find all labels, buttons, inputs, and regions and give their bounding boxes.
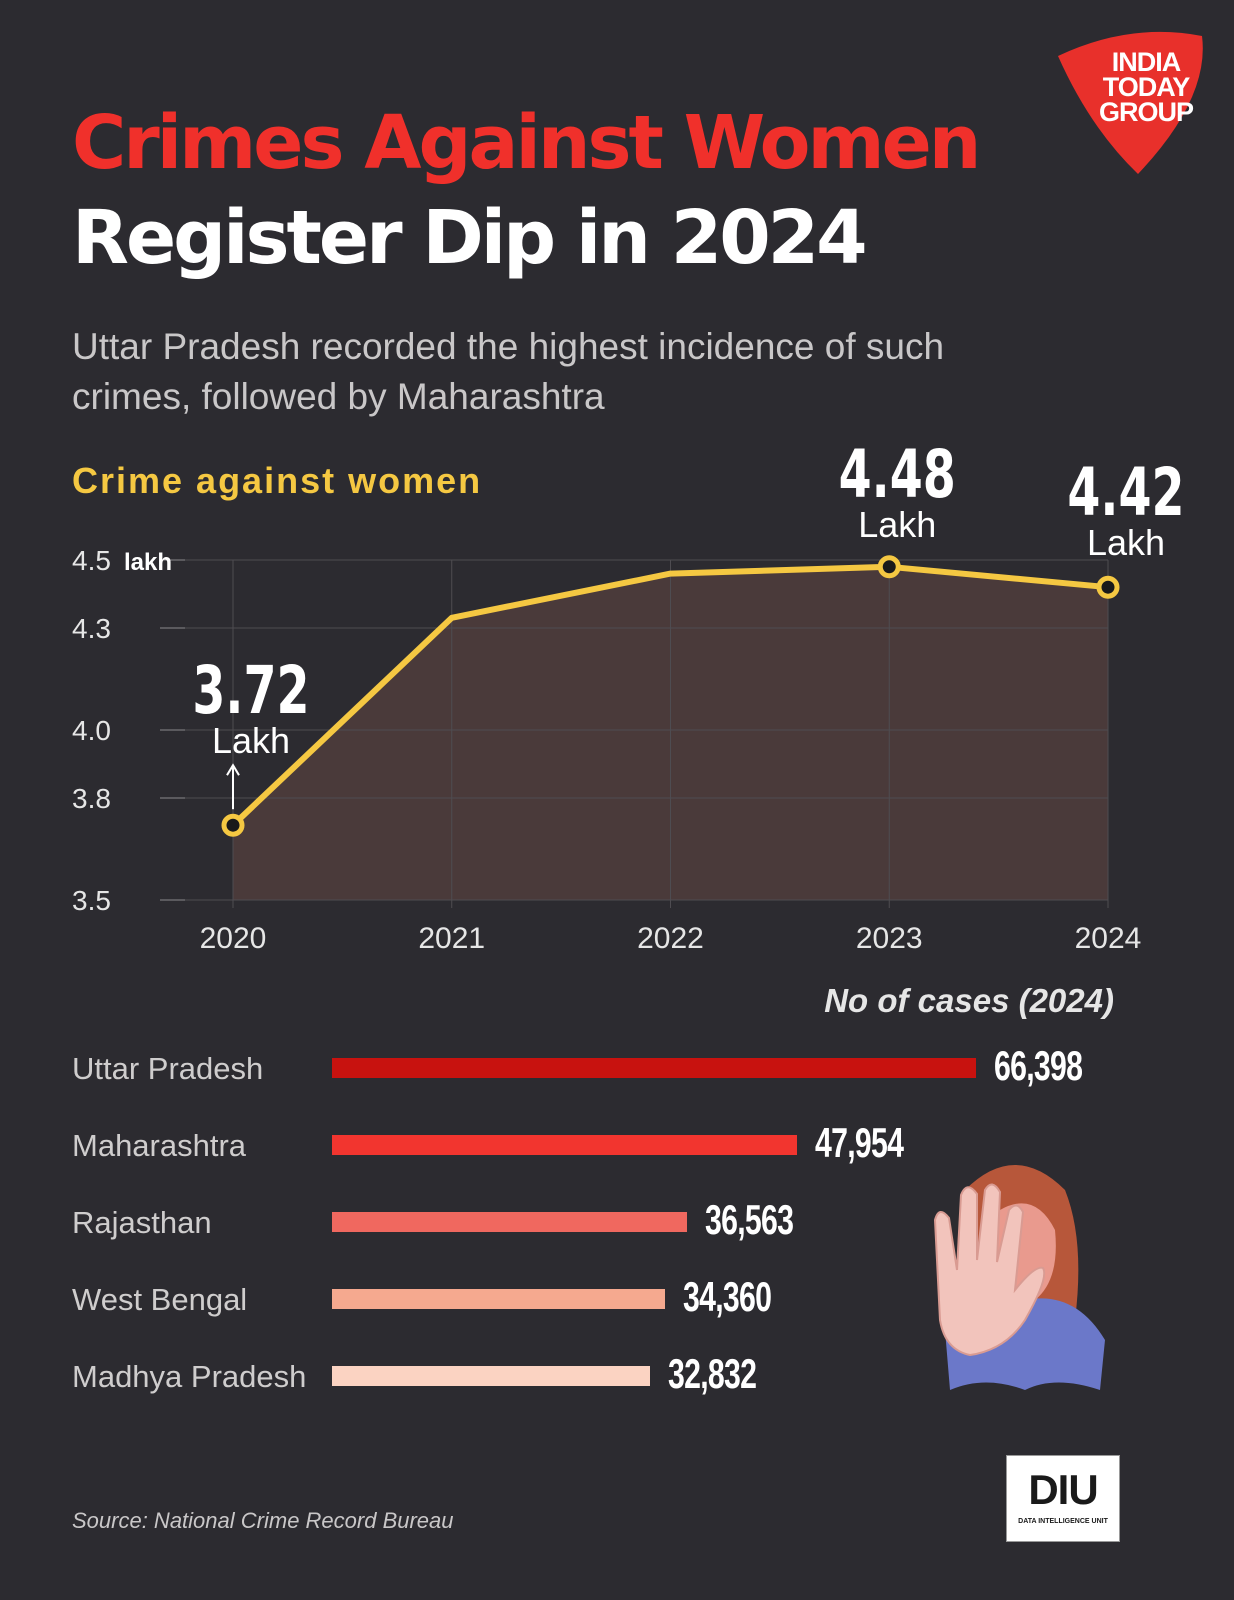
data-point [1096, 575, 1120, 599]
bar [332, 1058, 976, 1078]
x-tick-label: 2022 [637, 922, 704, 950]
logo-text: INDIA TODAY GROUP [1078, 47, 1214, 127]
x-tick-label: 2024 [1075, 922, 1142, 950]
bar-category-label: West Bengal [72, 1282, 248, 1317]
line-chart-title: Crime against women [72, 460, 483, 501]
bar [332, 1289, 666, 1309]
india-today-logo [1058, 31, 1203, 174]
bar-value-label: 47,954 [815, 1119, 904, 1166]
bar-category-label: Uttar Pradesh [72, 1051, 264, 1086]
title-line-2: Register Dip in 2024 [72, 195, 868, 281]
data-point [221, 813, 245, 837]
bar-value-label: 36,563 [704, 1196, 794, 1243]
woman-stop-hand-illustration [933, 1165, 1105, 1390]
bar-chart-title: No of cases (2024) [824, 982, 1114, 1019]
bar-value-label: 32,832 [668, 1350, 757, 1397]
diu-logo-caption: DATA INTELLIGENCE UNIT [1018, 1518, 1108, 1525]
y-tick-label: 4.0 [72, 715, 111, 746]
logo-line-today: TODAY [1102, 72, 1191, 102]
bar-category-label: Rajasthan [72, 1205, 212, 1240]
annotation-arrowhead [226, 763, 240, 776]
title-line-1: Crimes Against Women [72, 100, 981, 186]
diu-logo: DIU DATA INTELLIGENCE UNIT [1006, 1455, 1120, 1542]
bar-category-label: Madhya Pradesh [72, 1359, 307, 1394]
annotation-unit: Lakh [1087, 522, 1165, 563]
x-tick-label: 2020 [200, 922, 267, 950]
logo-line-india: INDIA [1111, 47, 1182, 77]
subtitle: Uttar Pradesh recorded the highest incid… [72, 326, 945, 417]
annotation-value: 4.42 [1067, 454, 1184, 531]
bar-value-label: 34,360 [683, 1273, 772, 1320]
x-tick-label: 2021 [418, 922, 485, 950]
annotation-unit: Lakh [858, 504, 936, 545]
source-note: Source: National Crime Record Bureau [72, 1508, 454, 1533]
y-tick-label: 4.5 [72, 545, 111, 576]
logo-line-group: GROUP [1098, 97, 1194, 127]
y-tick-label: 3.8 [72, 783, 111, 814]
y-unit-label: lakh [124, 549, 172, 576]
bar-value-label: 66,398 [994, 1042, 1083, 1089]
y-tick-label: 4.3 [72, 613, 111, 644]
bar-category-label: Maharashtra [72, 1128, 247, 1163]
annotation-value: 4.48 [839, 436, 956, 513]
series-line [230, 563, 1109, 828]
bar [332, 1212, 687, 1232]
data-point [877, 555, 901, 579]
x-tick-label: 2023 [856, 922, 923, 950]
bar [332, 1135, 798, 1155]
annotation-unit: Lakh [212, 720, 290, 761]
diu-logo-text: DIU [1028, 1466, 1098, 1513]
bar [332, 1366, 651, 1386]
annotation-value: 3.72 [192, 652, 309, 729]
y-tick-label: 3.5 [72, 885, 111, 916]
line-chart: 3.5 3.8 4.0 4.3 4.5 lakh 2020 2021 2022 2023 2024 3… [72, 436, 1185, 950]
